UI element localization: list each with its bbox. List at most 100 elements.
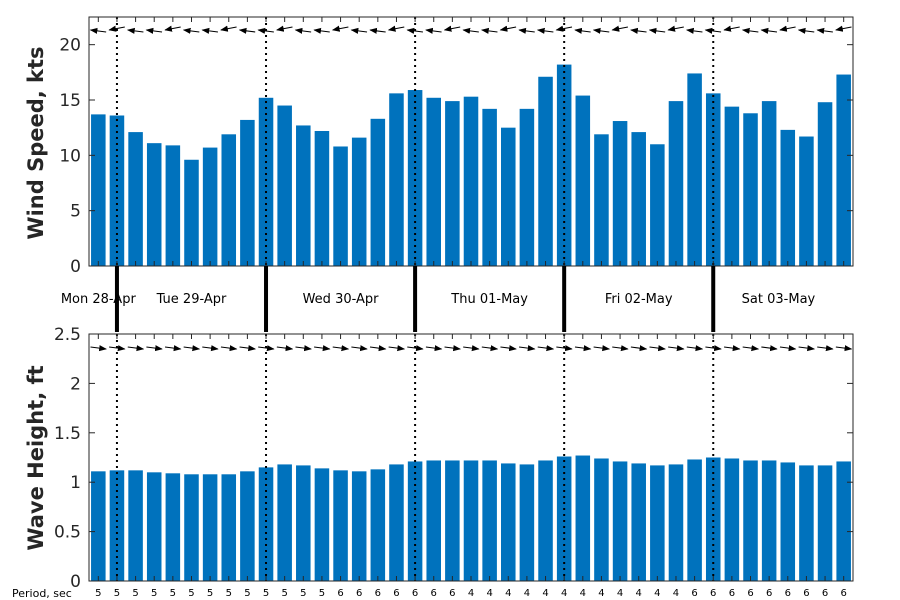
wind-direction-arrow <box>481 27 498 34</box>
wind-direction-arrow <box>164 25 181 32</box>
bar <box>575 455 591 581</box>
period-value: 6 <box>431 588 437 599</box>
wind-direction-arrow <box>741 27 759 34</box>
wave-direction-arrow <box>258 345 275 352</box>
y-tick-label: 0 <box>70 572 81 592</box>
bar <box>314 468 330 581</box>
bar <box>650 144 665 266</box>
day-label: Wed 30-Apr <box>303 292 380 307</box>
bar <box>519 464 535 581</box>
bar <box>426 97 441 266</box>
bar <box>221 474 237 581</box>
wave-direction-arrow <box>239 345 256 352</box>
bar <box>556 64 572 266</box>
wind-direction-arrow <box>518 27 535 34</box>
wave-direction-arrow <box>500 345 517 352</box>
y-tick-label: 1.5 <box>54 424 81 444</box>
bar <box>836 461 851 581</box>
period-value: 6 <box>729 588 735 599</box>
bar <box>799 465 814 581</box>
bar <box>240 471 255 581</box>
period-value: 4 <box>673 588 679 599</box>
wind-speed-panel: 0 5 10 15 20 <box>59 16 854 277</box>
day-label: Sat 03-May <box>742 292 816 307</box>
y-tick-label: 20 <box>59 36 81 56</box>
bar <box>258 467 274 581</box>
wind-direction-arrow <box>443 25 461 32</box>
period-value: 4 <box>468 588 474 599</box>
wave-direction-arrow <box>295 345 312 352</box>
bar <box>594 134 609 266</box>
period-value: 6 <box>375 588 381 599</box>
period-value: 5 <box>319 588 325 599</box>
bar <box>146 472 162 581</box>
wind-direction-arrow <box>126 27 144 34</box>
wave-direction-arrow <box>593 345 611 352</box>
bar <box>705 457 721 581</box>
day-label: Thu 01-May <box>450 292 528 307</box>
period-value: 5 <box>188 588 194 599</box>
bar <box>687 73 702 266</box>
bar <box>445 460 460 581</box>
period-value: 4 <box>486 588 492 599</box>
bar <box>333 146 348 266</box>
period-value: 5 <box>207 588 213 599</box>
bar <box>277 105 292 267</box>
period-value: 4 <box>580 588 586 599</box>
bar <box>165 473 181 581</box>
wind-direction-arrow <box>276 25 293 32</box>
day-label-band: Mon 28-Apr Tue 29-Apr Wed 30-Apr Thu 01-May… <box>61 266 816 332</box>
wind-direction-arrow <box>425 27 442 34</box>
bar <box>724 458 740 581</box>
bar <box>612 461 628 581</box>
period-value: 5 <box>132 588 138 599</box>
period-value: 6 <box>822 588 828 599</box>
bar <box>668 101 684 267</box>
bar <box>165 145 181 266</box>
bar <box>128 470 143 581</box>
wind-direction-arrow <box>555 25 573 32</box>
bar <box>575 95 591 266</box>
bar <box>184 474 199 581</box>
period-value: 5 <box>263 588 269 599</box>
plot-frame <box>88 333 854 582</box>
wave-direction-arrow <box>612 345 629 352</box>
wind-direction-arrow <box>369 27 386 34</box>
period-value: 5 <box>170 588 176 599</box>
wave-direction-arrow <box>686 345 704 352</box>
bar <box>594 458 609 581</box>
wind-direction-arrow <box>667 25 684 32</box>
wave-direction-arrow <box>668 345 685 352</box>
bar <box>314 130 330 266</box>
wave-direction-arrow <box>388 345 406 352</box>
bar <box>538 76 553 266</box>
bar <box>482 460 497 581</box>
period-value: 6 <box>840 588 846 599</box>
y-tick-label: 5 <box>70 202 81 222</box>
period-value: 6 <box>337 588 343 599</box>
bar <box>501 463 516 581</box>
period-value: 6 <box>691 588 697 599</box>
wave-direction-arrow <box>835 345 853 352</box>
y-tick-label: 1 <box>70 473 81 493</box>
period-value: 4 <box>561 588 567 599</box>
bar <box>612 121 628 266</box>
bar <box>445 101 460 267</box>
wind-direction-arrow <box>779 25 796 32</box>
bar <box>407 90 423 266</box>
period-value: 6 <box>356 588 362 599</box>
wave-direction-arrow <box>779 345 797 352</box>
bar <box>780 462 796 581</box>
wave-direction-arrow <box>798 345 816 352</box>
bar <box>836 74 851 267</box>
wind-ylabel: Wind Speed, kts <box>24 46 48 239</box>
wave-direction-arrow <box>202 345 219 352</box>
wind-direction-arrow <box>611 25 629 32</box>
day-label: Mon 28-Apr <box>61 292 137 307</box>
bar <box>370 469 386 581</box>
wave-direction-arrow <box>425 345 443 352</box>
period-value: 5 <box>226 588 232 599</box>
y-tick-label: 10 <box>59 146 81 166</box>
bar <box>799 136 814 266</box>
wave-direction-arrow <box>276 345 294 352</box>
